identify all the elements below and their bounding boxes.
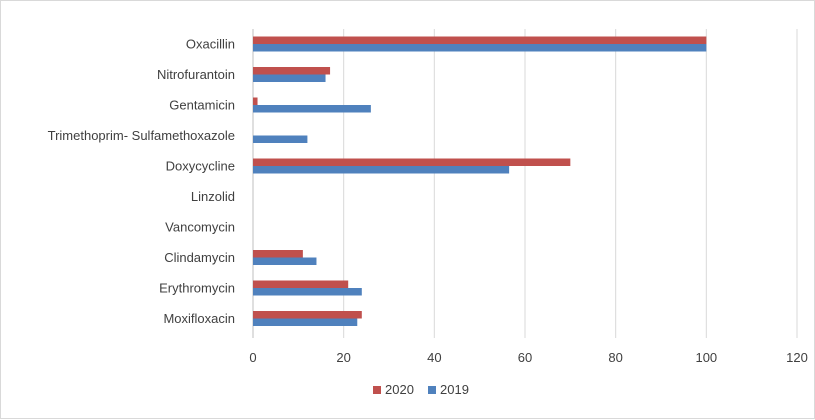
bar-2019-oxacillin: [253, 44, 707, 52]
gridlines: [252, 29, 798, 338]
category-label: Erythromycin: [159, 281, 235, 296]
bar-2020-oxacillin: [253, 36, 707, 44]
category-label: Gentamicin: [169, 98, 235, 113]
bar-2020-doxycycline: [253, 158, 571, 166]
category-label: Clindamycin: [164, 250, 235, 265]
category-label: Oxacillin: [186, 37, 235, 52]
legend-label-2020: 2020: [385, 382, 414, 397]
legend: 2020 2019: [373, 382, 469, 397]
x-tick-label: 120: [786, 350, 808, 365]
x-tick-label: 100: [695, 350, 717, 365]
legend-label-2019: 2019: [440, 382, 469, 397]
category-label: Moxifloxacin: [163, 311, 235, 326]
x-tick-label: 40: [427, 350, 441, 365]
bar-2020-clindamycin: [253, 250, 303, 258]
bar-2019-trimethoprim-sulfamethoxazole: [253, 135, 308, 143]
x-tick-label: 60: [518, 350, 532, 365]
x-tick-label: 20: [336, 350, 350, 365]
bar-2019-gentamicin: [253, 105, 371, 113]
category-label: Vancomycin: [165, 220, 235, 235]
x-tick-label: 0: [249, 350, 256, 365]
bars: [253, 36, 707, 326]
category-label: Linzolid: [191, 189, 235, 204]
bar-2019-nitrofurantoin: [253, 74, 326, 82]
category-labels: Oxacillin Nitrofurantoin Gentamicin Trimeth…: [48, 37, 235, 327]
legend-swatch-2020: [373, 386, 381, 394]
bar-2019-moxifloxacin: [253, 318, 358, 326]
legend-swatch-2019: [428, 386, 436, 394]
bar-2020-erythromycin: [253, 280, 349, 288]
bar-2019-doxycycline: [253, 166, 510, 174]
category-label: Nitrofurantoin: [157, 67, 235, 82]
category-label: Trimethoprim- Sulfamethoxazole: [48, 128, 235, 143]
bar-2019-erythromycin: [253, 288, 362, 296]
category-label: Doxycycline: [166, 159, 235, 174]
bar-2020-gentamicin: [253, 97, 258, 105]
bar-2020-moxifloxacin: [253, 311, 362, 319]
bar-2019-clindamycin: [253, 257, 317, 265]
x-tick-label: 80: [608, 350, 622, 365]
x-tick-labels: 0 20 40 60 80 100 120: [249, 350, 807, 365]
bar-2020-nitrofurantoin: [253, 67, 331, 75]
